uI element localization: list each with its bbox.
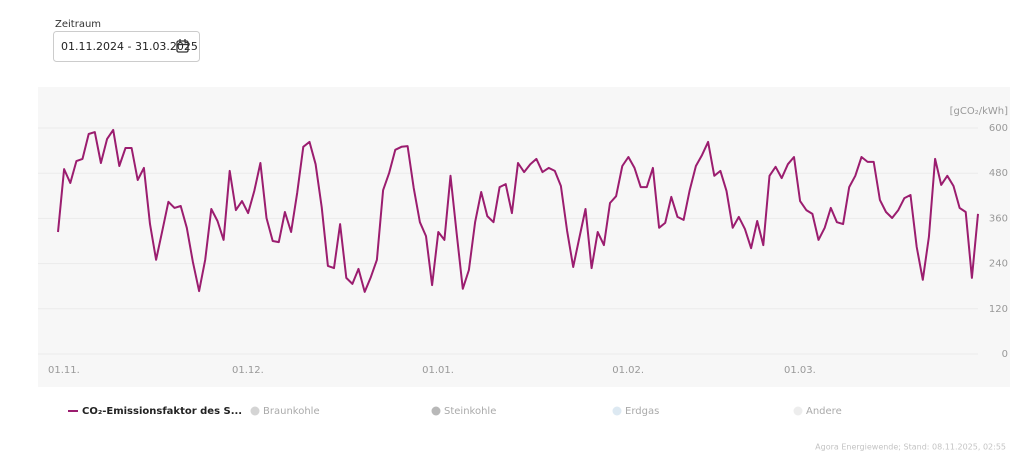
calendar-icon[interactable] — [176, 39, 189, 53]
legend-label[interactable]: Braunkohle — [263, 406, 320, 417]
y-tick-label: 0 — [1002, 349, 1008, 360]
data-line — [57, 128, 979, 293]
y-tick-label: 120 — [989, 304, 1008, 315]
x-tick-label: 01.12. — [232, 365, 264, 376]
y-tick-label: 360 — [989, 213, 1008, 224]
x-tick-label: 01.01. — [422, 365, 454, 376]
legend-label[interactable]: Andere — [806, 406, 842, 417]
filter-label: Zeitraum — [55, 19, 101, 30]
legend-swatch[interactable] — [250, 406, 260, 416]
date-range-input[interactable] — [53, 31, 200, 62]
legend-swatch[interactable] — [431, 406, 441, 416]
x-tick-label: 01.03. — [784, 365, 816, 376]
y-unit-label: [gCO₂/kWh] — [950, 106, 1008, 117]
plot-background — [38, 87, 1010, 387]
source-note: Agora Energiewende; Stand: 08.11.2025, 0… — [815, 443, 1006, 452]
y-tick-label: 600 — [989, 123, 1008, 134]
legend-label[interactable]: Erdgas — [625, 406, 659, 417]
legend-swatch[interactable] — [612, 406, 622, 416]
date-range-value: 01.11.2024 - 31.03.2025 — [61, 40, 198, 53]
x-tick-label: 01.02. — [612, 365, 644, 376]
legend-label[interactable]: Steinkohle — [444, 406, 496, 417]
y-tick-label: 240 — [989, 259, 1008, 270]
x-tick-label: 01.11. — [48, 365, 80, 376]
legend-swatch[interactable] — [793, 406, 803, 416]
y-tick-label: 480 — [989, 168, 1008, 179]
legend-label[interactable]: CO₂-Emissionsfaktor des S... — [82, 406, 242, 417]
